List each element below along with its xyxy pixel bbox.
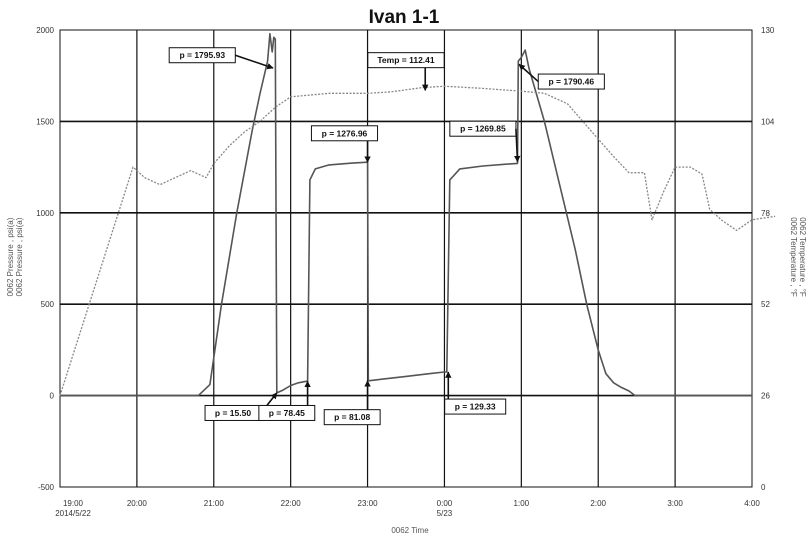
y-tick-label-left: 1500 xyxy=(36,117,54,126)
annotation: p = 129.33 xyxy=(444,371,507,415)
temperature-series-line xyxy=(59,85,776,396)
grid-layer xyxy=(59,29,753,488)
y-tick-label-right: 26 xyxy=(761,392,770,401)
annotation-box xyxy=(367,52,445,69)
x-tick-label: 0:00 xyxy=(437,499,453,508)
x-tick-label: 4:00 xyxy=(744,499,760,508)
annotation-label: p = 81.08 xyxy=(334,412,370,422)
y-tick-label-left: 500 xyxy=(41,300,55,309)
y-axis-label-right: 0062 Temperature , °F xyxy=(789,217,798,297)
y-tick-label-right: 0 xyxy=(761,483,766,492)
annotation: p = 1795.93 xyxy=(168,47,274,70)
annotation-box xyxy=(258,404,316,421)
pressure-series-line xyxy=(60,32,752,397)
annotation-label: p = 15.50 xyxy=(215,408,251,418)
annotation-box xyxy=(323,409,381,426)
y-axis-label-left-shadow: 0062 Pressure , psi(a) xyxy=(15,217,24,296)
x-tick-label: 3:00 xyxy=(667,499,683,508)
x-tick-label: 2:00 xyxy=(590,499,606,508)
x-tick-label: 20:00 xyxy=(127,499,148,508)
annotation-box xyxy=(168,47,236,64)
chart-title: Ivan 1-1 xyxy=(369,7,440,28)
annotation-box xyxy=(444,398,507,415)
x-tick-label: 21:00 xyxy=(204,499,225,508)
y-tick-label-right: 78 xyxy=(761,209,770,218)
annotation-label: p = 129.33 xyxy=(455,402,496,412)
x-tick-label: 23:00 xyxy=(358,499,379,508)
plot-frame xyxy=(59,29,753,488)
y-axis-label-right-shadow: 0062 Temperature , °F xyxy=(798,217,807,297)
annotation: p = 78.45 xyxy=(258,380,316,421)
axes-layer: 2000150010005000-500130104785226019:0020… xyxy=(36,26,775,518)
x-tick-label: 22:00 xyxy=(281,499,302,508)
annotation-label: p = 1276.96 xyxy=(322,128,368,138)
annotation-label: Temp = 112.41 xyxy=(377,55,435,65)
annotation-label: p = 1269.85 xyxy=(460,124,506,134)
annotation-label: p = 78.45 xyxy=(269,408,305,418)
x-axis-label: 0062 Time xyxy=(391,526,429,535)
x-tick-label: 19:00 xyxy=(63,499,84,508)
annotation-arrow xyxy=(235,54,274,70)
annotation-arrow xyxy=(514,128,521,163)
series-layer xyxy=(59,32,776,397)
annotation-label: p = 1790.46 xyxy=(549,77,595,87)
annotation-layer: p = 1795.93 Temp = 112.41 p = 1790.46 p = 1… xyxy=(168,47,605,426)
annotation: p = 1276.96 xyxy=(310,125,379,163)
x-tick-label: 1:00 xyxy=(514,499,530,508)
annotation: p = 81.08 xyxy=(323,380,381,426)
y-tick-label-left: 0 xyxy=(50,392,55,401)
annotation-box xyxy=(310,125,379,142)
annotation: p = 1790.46 xyxy=(518,63,605,90)
x-tick-sublabel: 2014/5/22 xyxy=(55,509,91,518)
y-tick-label-right: 52 xyxy=(761,300,770,309)
y-axis-label-left: 0062 Pressure , psi(a) xyxy=(6,217,15,296)
annotation-label: p = 1795.93 xyxy=(179,50,225,60)
annotation: Temp = 112.41 xyxy=(367,52,445,91)
y-tick-label-right: 104 xyxy=(761,117,775,126)
x-tick-sublabel: 5/23 xyxy=(437,509,453,518)
y-tick-label-left: 2000 xyxy=(36,26,54,35)
y-tick-label-left: -500 xyxy=(38,483,55,492)
annotation-arrow xyxy=(518,63,539,83)
y-tick-label-right: 130 xyxy=(761,26,775,35)
annotation: p = 1269.85 xyxy=(449,120,521,163)
y-tick-label-left: 1000 xyxy=(36,209,54,218)
